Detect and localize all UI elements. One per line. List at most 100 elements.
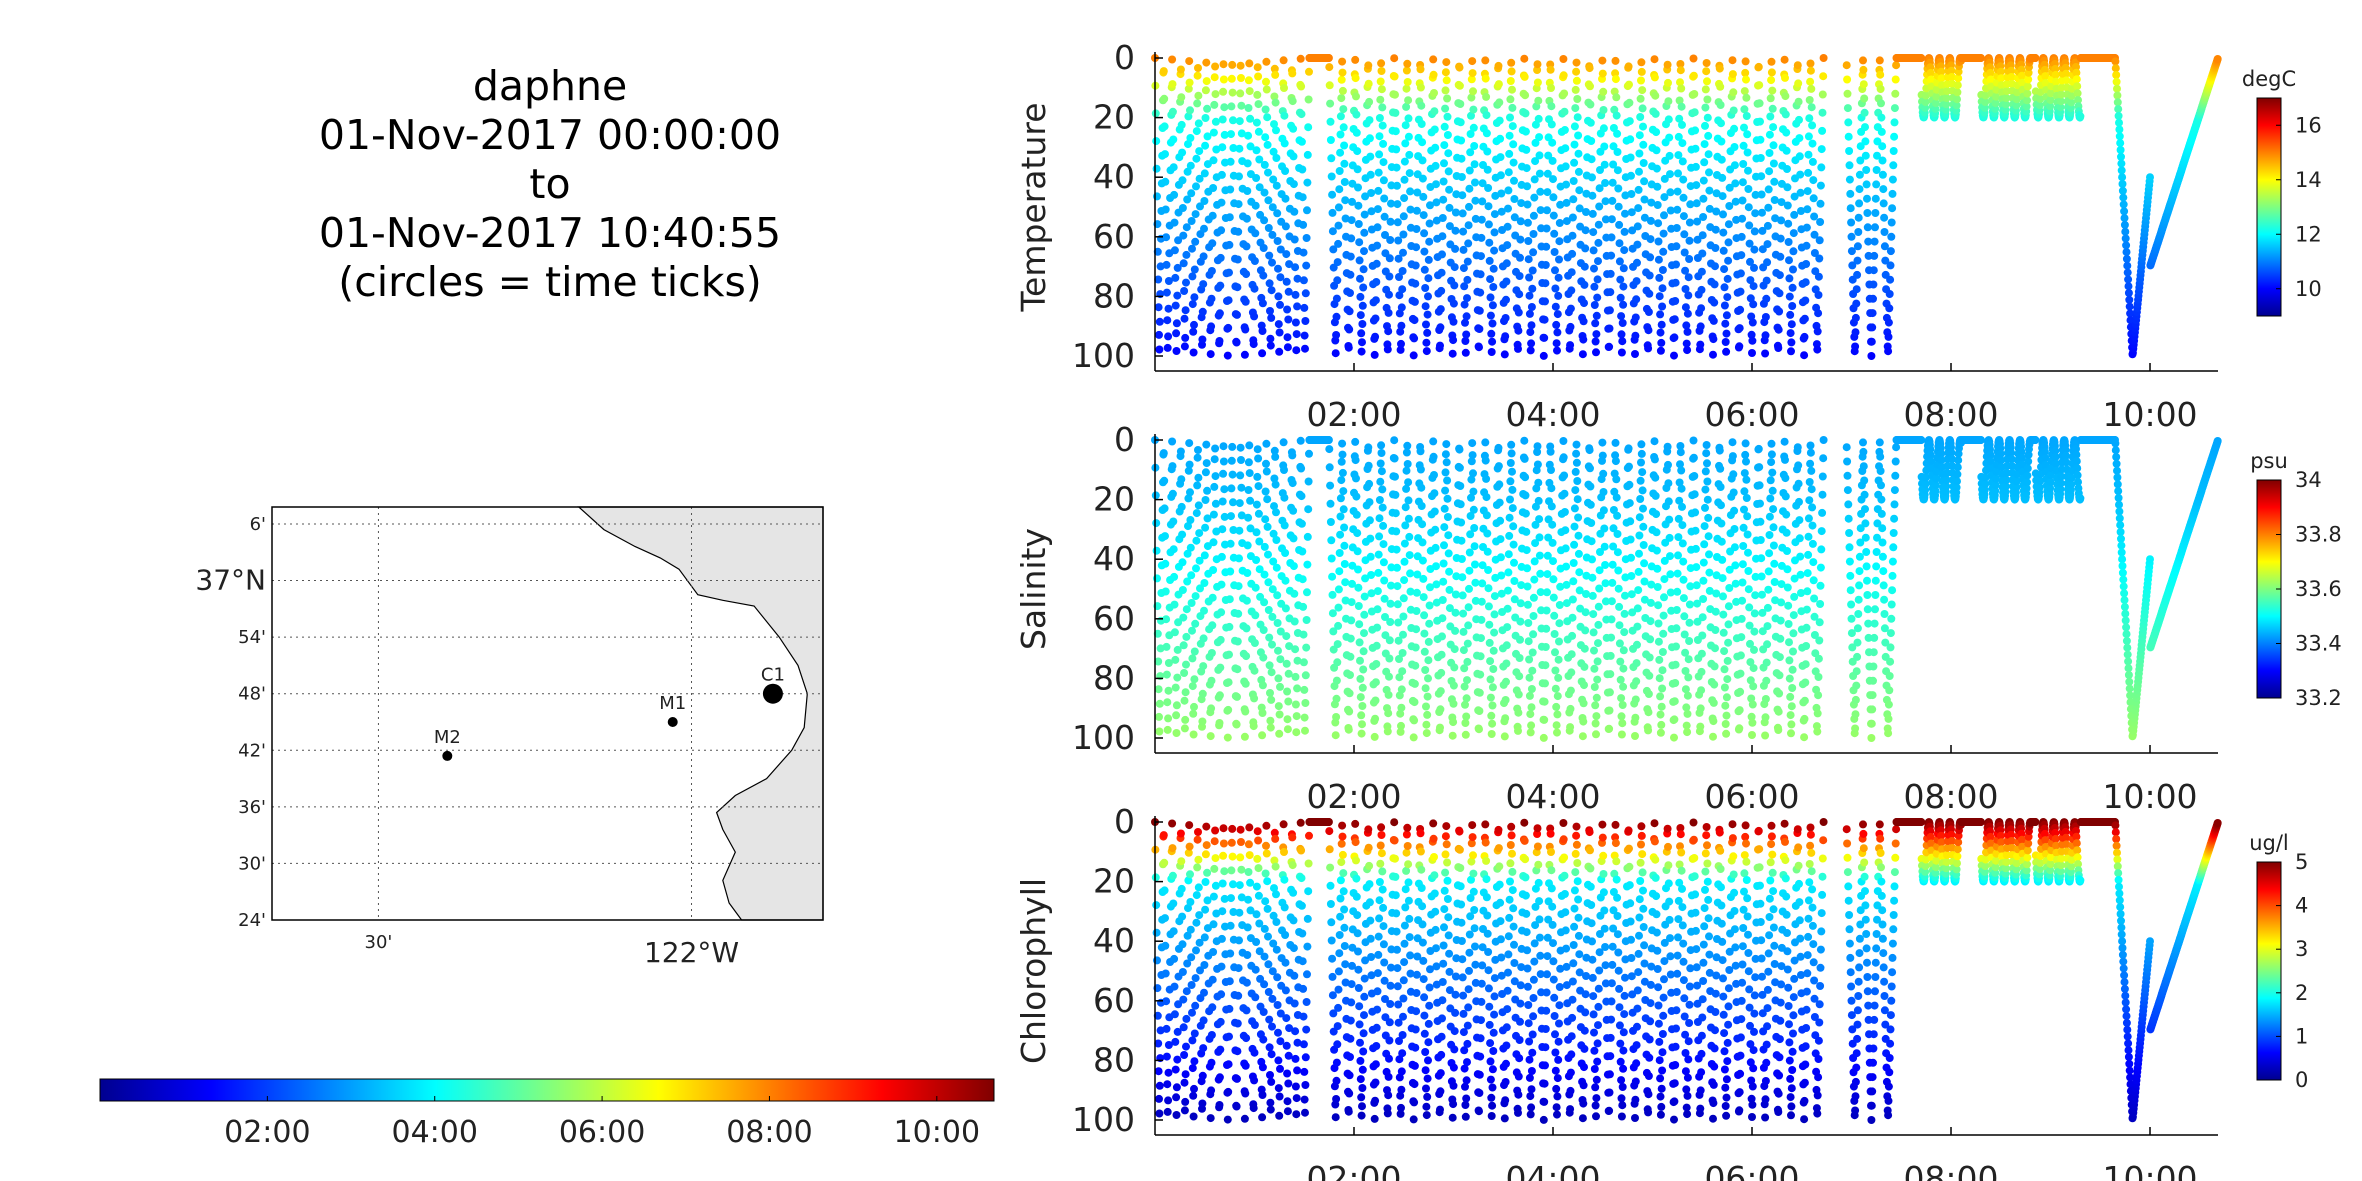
data-point [1784,238,1793,246]
data-point [1717,137,1726,146]
data-point [1439,559,1448,568]
data-point [1360,610,1369,619]
data-point [1712,207,1721,216]
data-point [1599,106,1608,114]
data-point [1301,344,1309,353]
data-point [1636,476,1645,485]
data-point [1364,61,1373,70]
data-point [1658,684,1667,693]
data-point [1198,307,1207,316]
data-point [1817,527,1826,536]
data-point [1235,144,1244,153]
data-point [1655,273,1664,282]
data-point [1680,612,1689,621]
data-point [1589,246,1598,255]
data-point [1261,487,1270,496]
data-point [1224,296,1233,305]
data-point [1730,525,1739,533]
data-point [1880,595,1889,604]
data-point [1241,679,1250,688]
data-point [1527,703,1536,712]
data-point [1502,295,1510,304]
data-point [1742,112,1751,120]
temperature-points [1151,54,2222,360]
data-point [1510,195,1519,203]
data-point [1260,160,1269,169]
data-point [1219,87,1228,96]
data-point [1561,144,1570,153]
data-point [1263,522,1272,531]
data-point [1786,329,1795,338]
data-point [1217,580,1226,589]
data-point [1796,188,1805,197]
data-point [1869,662,1878,671]
data-point [1859,56,1867,65]
data-point [1509,522,1518,531]
data-point [1891,457,1900,466]
data-point [1767,450,1776,459]
data-point [1226,185,1235,194]
data-point [1678,157,1687,166]
data-point [1596,166,1604,174]
data-point [1590,683,1599,691]
data-point [1412,206,1421,215]
data-point [1631,350,1639,358]
data-point [1679,212,1688,221]
data-point [1506,77,1515,85]
data-point [1171,273,1180,282]
data-point [1333,276,1342,285]
data-point [1508,467,1516,476]
data-point [1425,237,1434,246]
data-point [1194,64,1202,72]
data-point [1592,712,1601,721]
data-point [1580,644,1589,653]
data-point [1201,468,1210,477]
data-point [1697,667,1706,676]
data-point [1253,63,1262,72]
data-point [1273,209,1282,218]
data-point [1225,650,1233,659]
data-point [1292,330,1301,339]
data-point [1305,449,1313,458]
data-point [1869,294,1877,303]
data-point [1804,132,1813,141]
data-point [1168,80,1177,89]
data-point [1220,485,1229,494]
data-point [1424,637,1433,646]
data-point [1809,558,1818,567]
data-point [1281,222,1290,231]
data-point [1768,468,1777,477]
data-point [1570,540,1579,549]
data-point [1742,457,1750,466]
data-point [1527,303,1536,311]
data-point [1757,572,1766,581]
data-point [1606,651,1615,660]
data-point [1367,571,1376,579]
data-point [1620,628,1629,637]
data-point [1586,82,1594,91]
data-point [2072,63,2080,71]
data-point [1182,660,1190,669]
data-point [1594,238,1603,247]
data-point [1672,606,1681,614]
data-point [1654,237,1663,246]
data-point [1526,710,1535,719]
data-point [2113,84,2121,93]
data-point [1651,491,1660,500]
data-point [1527,721,1536,730]
data-point [1219,457,1228,466]
data-point [1692,563,1701,572]
data-point [1886,643,1895,652]
data-point [1510,176,1518,185]
data-point [1406,569,1415,578]
data-point [1644,690,1653,698]
data-point [1722,347,1731,356]
data-point [1619,646,1628,655]
data-point [1712,589,1721,598]
data-point [1457,536,1466,545]
data-point [1796,570,1805,579]
data-point [1275,328,1284,337]
data-point [1170,572,1179,581]
data-point [1242,624,1251,633]
data-point [1234,227,1243,236]
